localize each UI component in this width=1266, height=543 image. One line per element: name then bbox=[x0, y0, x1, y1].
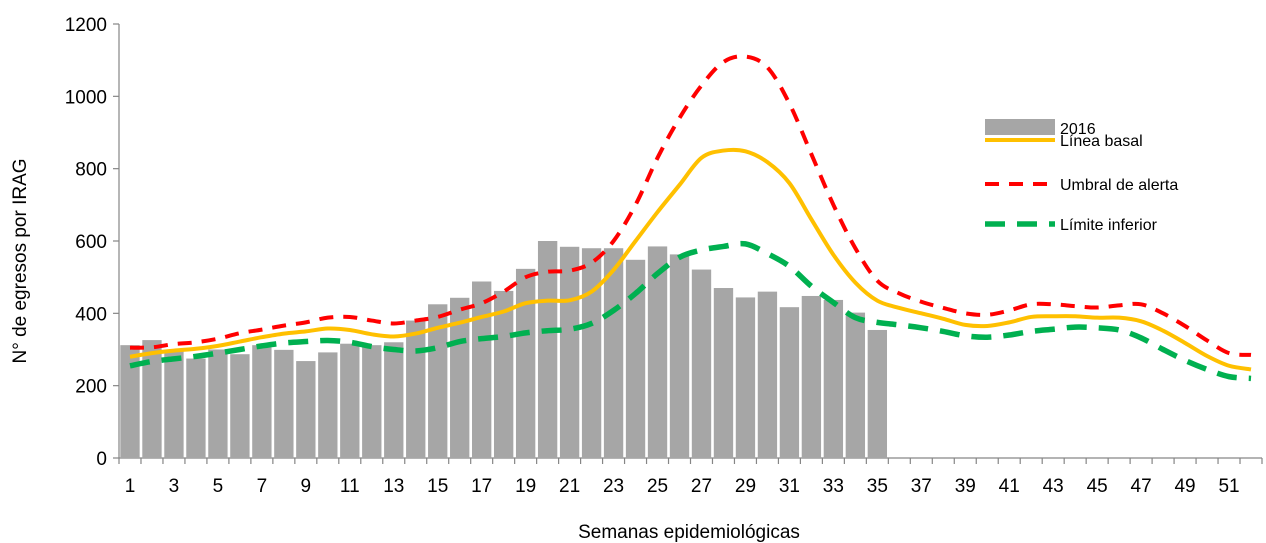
bar bbox=[362, 345, 382, 458]
y-tick-labels: 0 200 400 600 800 1000 1200 bbox=[65, 15, 107, 470]
bar bbox=[537, 241, 558, 458]
x-tick-label: 33 bbox=[823, 476, 844, 497]
bar bbox=[472, 281, 492, 458]
x-tick-label: 11 bbox=[340, 476, 360, 497]
bar bbox=[757, 291, 778, 458]
bar bbox=[296, 361, 316, 458]
bar bbox=[581, 248, 602, 458]
x-tick-label: 37 bbox=[911, 476, 932, 497]
x-tick-labels: 1 3 5 7 9 11 13 15 17 19 21 23 25 27 29 31 33 35 37 39 41 43 4… bbox=[125, 476, 1240, 497]
x-tick-label: 41 bbox=[999, 476, 1020, 497]
bar bbox=[779, 307, 800, 458]
bar bbox=[603, 248, 624, 458]
x-tick-label: 7 bbox=[257, 476, 268, 497]
legend-label: Límite inferior bbox=[1060, 217, 1158, 234]
bar bbox=[450, 297, 470, 458]
bar bbox=[318, 352, 338, 458]
series-line bbox=[129, 54, 1252, 357]
bar bbox=[845, 312, 866, 458]
bar bbox=[493, 290, 514, 458]
x-tick-label: 17 bbox=[471, 476, 492, 497]
y-tick-label: 0 bbox=[96, 449, 107, 470]
x-tick-label: 9 bbox=[301, 476, 312, 497]
bar bbox=[691, 269, 712, 458]
x-axis-title: Semanas epidemiológicas bbox=[578, 522, 800, 543]
x-tick-label: 1 bbox=[125, 476, 136, 497]
bar bbox=[823, 299, 844, 458]
bar bbox=[867, 329, 888, 458]
bar bbox=[559, 246, 580, 458]
x-tick-label: 45 bbox=[1087, 476, 1108, 497]
bar bbox=[669, 254, 690, 458]
x-tick-label: 51 bbox=[1218, 476, 1239, 497]
bar bbox=[164, 350, 184, 458]
bar bbox=[142, 340, 162, 458]
x-tick-label: 31 bbox=[779, 476, 800, 497]
x-tick-label: 29 bbox=[735, 476, 756, 497]
x-tick-label: 35 bbox=[867, 476, 888, 497]
bar bbox=[625, 259, 646, 458]
x-tick-label: 23 bbox=[603, 476, 624, 497]
x-tick-label: 3 bbox=[169, 476, 180, 497]
bar bbox=[274, 349, 294, 458]
legend-swatch-2016 bbox=[985, 119, 1055, 135]
y-tick-label: 400 bbox=[75, 304, 107, 325]
x-tick-label: 15 bbox=[427, 476, 448, 497]
x-tick-label: 39 bbox=[955, 476, 976, 497]
series-line bbox=[129, 147, 1252, 372]
bar bbox=[735, 297, 756, 458]
x-tick-label: 47 bbox=[1131, 476, 1152, 497]
legend-label: Umbral de alerta bbox=[1060, 177, 1178, 194]
series-line bbox=[129, 240, 1252, 382]
y-tick-label: 1200 bbox=[65, 15, 107, 36]
x-tick-label: 49 bbox=[1174, 476, 1195, 497]
legend-label: 2016 bbox=[1060, 121, 1096, 138]
bar bbox=[515, 268, 536, 458]
bar bbox=[384, 342, 404, 458]
y-tick-label: 600 bbox=[75, 232, 107, 253]
bar-series-2016 bbox=[120, 241, 888, 458]
y-tick-label: 1000 bbox=[65, 87, 107, 108]
x-tick-label: 5 bbox=[213, 476, 224, 497]
bar bbox=[230, 354, 250, 458]
x-tick-label: 25 bbox=[647, 476, 668, 497]
bar bbox=[713, 288, 734, 458]
x-tick-label: 19 bbox=[515, 476, 536, 497]
bar bbox=[120, 345, 140, 458]
bar bbox=[208, 349, 228, 458]
y-tick-label: 800 bbox=[75, 160, 107, 181]
x-tick-label: 21 bbox=[559, 476, 580, 497]
bar bbox=[428, 304, 448, 458]
bar bbox=[801, 295, 822, 458]
bar bbox=[186, 358, 206, 458]
x-tick-label: 13 bbox=[383, 476, 404, 497]
bar bbox=[252, 345, 272, 458]
bar bbox=[647, 246, 668, 458]
y-tick-label: 200 bbox=[75, 377, 107, 398]
line-series bbox=[129, 54, 1252, 382]
bar bbox=[406, 320, 426, 458]
bar bbox=[340, 343, 360, 458]
x-tick-label: 43 bbox=[1043, 476, 1064, 497]
x-tick-label: 27 bbox=[691, 476, 712, 497]
legend-label: Línea basal bbox=[1060, 133, 1143, 150]
y-axis-title: N° de egresos por IRAG bbox=[10, 158, 31, 363]
